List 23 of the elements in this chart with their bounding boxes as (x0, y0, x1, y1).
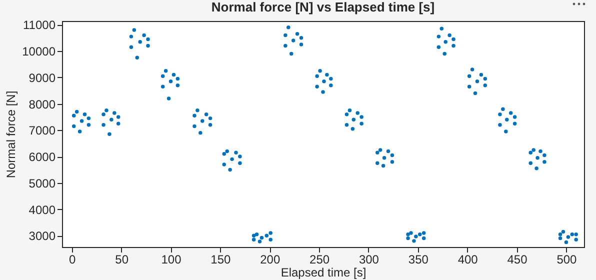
x-tick-label: 200 (260, 252, 280, 266)
x-tick-label: 0 (69, 252, 76, 266)
y-tick-label: 9000 (28, 70, 56, 85)
y-tick-label: 10000 (22, 44, 56, 59)
y-tick-label: 4000 (28, 202, 56, 217)
x-tick-label: 400 (458, 252, 478, 266)
y-axis-title: Normal force [N] (4, 90, 18, 178)
x-tick-label: 500 (556, 252, 578, 266)
x-tick-label: 350 (408, 252, 429, 266)
y-tick-label: 11000 (23, 18, 56, 32)
y-tick-label: 6000 (28, 150, 56, 164)
y-tick-label: 7000 (28, 124, 56, 138)
x-tick-label: 300 (358, 252, 380, 266)
x-tick-label: 250 (310, 252, 330, 266)
x-tick-label: 150 (210, 252, 232, 266)
y-tick-label: 3000 (28, 229, 56, 244)
chart-title: Normal force [N] vs Elapsed time [s] (211, 0, 435, 15)
x-axis-title: Elapsed time [s] (280, 266, 366, 280)
x-tick-label: 50 (115, 252, 129, 266)
y-tick-label: 8000 (28, 97, 56, 112)
x-tick-label: 450 (507, 252, 528, 266)
x-tick-label: 100 (161, 252, 182, 266)
y-tick-label: 5000 (28, 176, 56, 190)
